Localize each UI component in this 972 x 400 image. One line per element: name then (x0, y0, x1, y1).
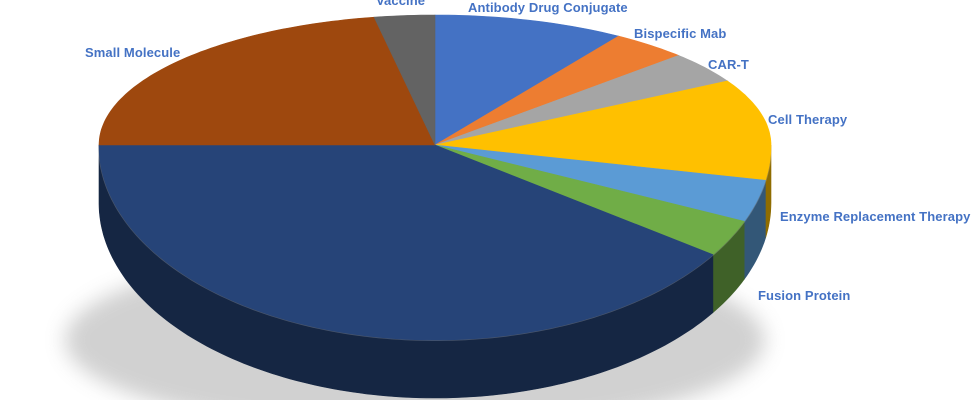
slice-label-fusion-protein: Fusion Protein (758, 288, 851, 303)
pie-slice-fusion-protein[interactable] (434, 144, 745, 255)
slice-label-vaccine: Vaccine (376, 0, 426, 8)
pie-slice-antibody-drug-conjugate[interactable] (434, 14, 620, 146)
pie-slice-cell-therapy[interactable] (434, 80, 772, 181)
pie-slice-small-molecule[interactable] (98, 16, 436, 146)
slice-label-enzyme-replacement-therapy: Enzyme Replacement Therapy (780, 209, 971, 224)
pie-slice-enzyme-replacement-therapy[interactable] (434, 144, 766, 222)
pie-slice-bispecific-mab[interactable] (434, 35, 680, 146)
slice-label-small-molecule: Small Molecule (85, 45, 181, 60)
slice-label-cell-therapy: Cell Therapy (768, 112, 848, 127)
slice-label-bispecific-mab: Bispecific Mab (634, 26, 727, 41)
slice-label-car-t: CAR-T (708, 57, 749, 72)
slice-label-antibody-drug-conjugate: Antibody Drug Conjugate (468, 0, 628, 15)
pie-slice-vaccine[interactable] (373, 14, 436, 146)
pie-slice-unlabeled[interactable] (98, 144, 714, 341)
pie-slice-car-t[interactable] (434, 55, 729, 146)
